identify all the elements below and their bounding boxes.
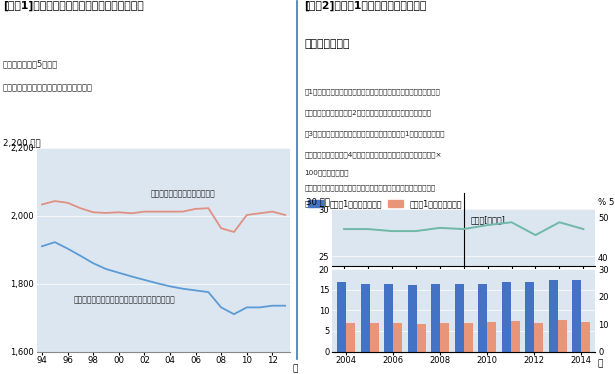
Text: した日数である。　注4：「取得率」は、取得日数計／付与日数計×: した日数である。 注4：「取得率」は、取得日数計／付与日数計× — [304, 152, 442, 159]
Text: 注3：「取得日数」は、前年（又は前々会計年度）1年間に実際に取得: 注3：「取得日数」は、前年（又は前々会計年度）1年間に実際に取得 — [304, 131, 445, 137]
Bar — [440, 323, 449, 352]
Bar — [361, 284, 370, 352]
Bar — [337, 282, 346, 352]
Bar — [454, 284, 464, 352]
Text: 2,200 時間: 2,200 時間 — [3, 138, 41, 147]
Bar — [417, 324, 426, 352]
Text: 一般労働者の平均総実労働時間: 一般労働者の平均総実労働時間 — [151, 189, 215, 198]
Text: [図表2]労働者1人平均年次有給休暇の: [図表2]労働者1人平均年次有給休暇の — [304, 1, 427, 11]
Text: 年: 年 — [293, 365, 298, 374]
Bar — [573, 280, 581, 352]
Text: 者作成。: 者作成。 — [304, 200, 322, 207]
Bar — [346, 323, 355, 352]
Text: 年: 年 — [598, 360, 603, 369]
Text: 注1：長期的な推移を見るために、「複合サービス事業」を含めてい: 注1：長期的な推移を見るために、「複合サービス事業」を含めてい — [304, 88, 440, 95]
Bar — [581, 322, 590, 352]
Bar — [384, 284, 393, 352]
Bar — [431, 283, 440, 352]
Text: ないデータを使用。　注2：「付与日数」は、繰越日数を除く。: ないデータを使用。 注2：「付与日数」は、繰越日数を除く。 — [304, 109, 432, 116]
Text: 注：事業所規模5人以上: 注：事業所規模5人以上 — [3, 59, 58, 68]
Legend: 労働者1人平均付与日数, 労働者1人平均取得日数: 労働者1人平均付与日数, 労働者1人平均取得日数 — [309, 199, 462, 208]
Bar — [510, 321, 520, 352]
Bar — [478, 284, 487, 352]
Text: 取得率[右目盛]: 取得率[右目盛] — [471, 215, 506, 224]
Text: 100（％）である。: 100（％）である。 — [304, 169, 349, 176]
Bar — [370, 323, 379, 352]
Text: % 50: % 50 — [598, 197, 615, 206]
Bar — [534, 323, 543, 352]
Text: 取得状況の推移: 取得状況の推移 — [304, 40, 350, 49]
Text: 資料：厚生労働省「就労条件総合調査：結果の概要」各年度より筆: 資料：厚生労働省「就労条件総合調査：結果の概要」各年度より筆 — [304, 185, 435, 191]
Text: 平均総実労働時間（パートタイム労働者を含む）: 平均総実労働時間（パートタイム労働者を含む） — [74, 295, 176, 304]
Text: 資料：厚生労働省「毎月勤労統計調査」: 資料：厚生労働省「毎月勤労統計調査」 — [3, 83, 93, 92]
Bar — [408, 285, 417, 352]
Text: 30 日数: 30 日数 — [306, 197, 330, 206]
Bar — [502, 282, 510, 352]
Bar — [558, 320, 566, 352]
Bar — [549, 280, 558, 352]
Bar — [393, 323, 402, 352]
Text: [図表1]日本の労働者の総実労働時間等の推移: [図表1]日本の労働者の総実労働時間等の推移 — [3, 1, 144, 11]
Bar — [525, 282, 534, 352]
Bar — [464, 323, 473, 352]
Bar — [487, 322, 496, 352]
